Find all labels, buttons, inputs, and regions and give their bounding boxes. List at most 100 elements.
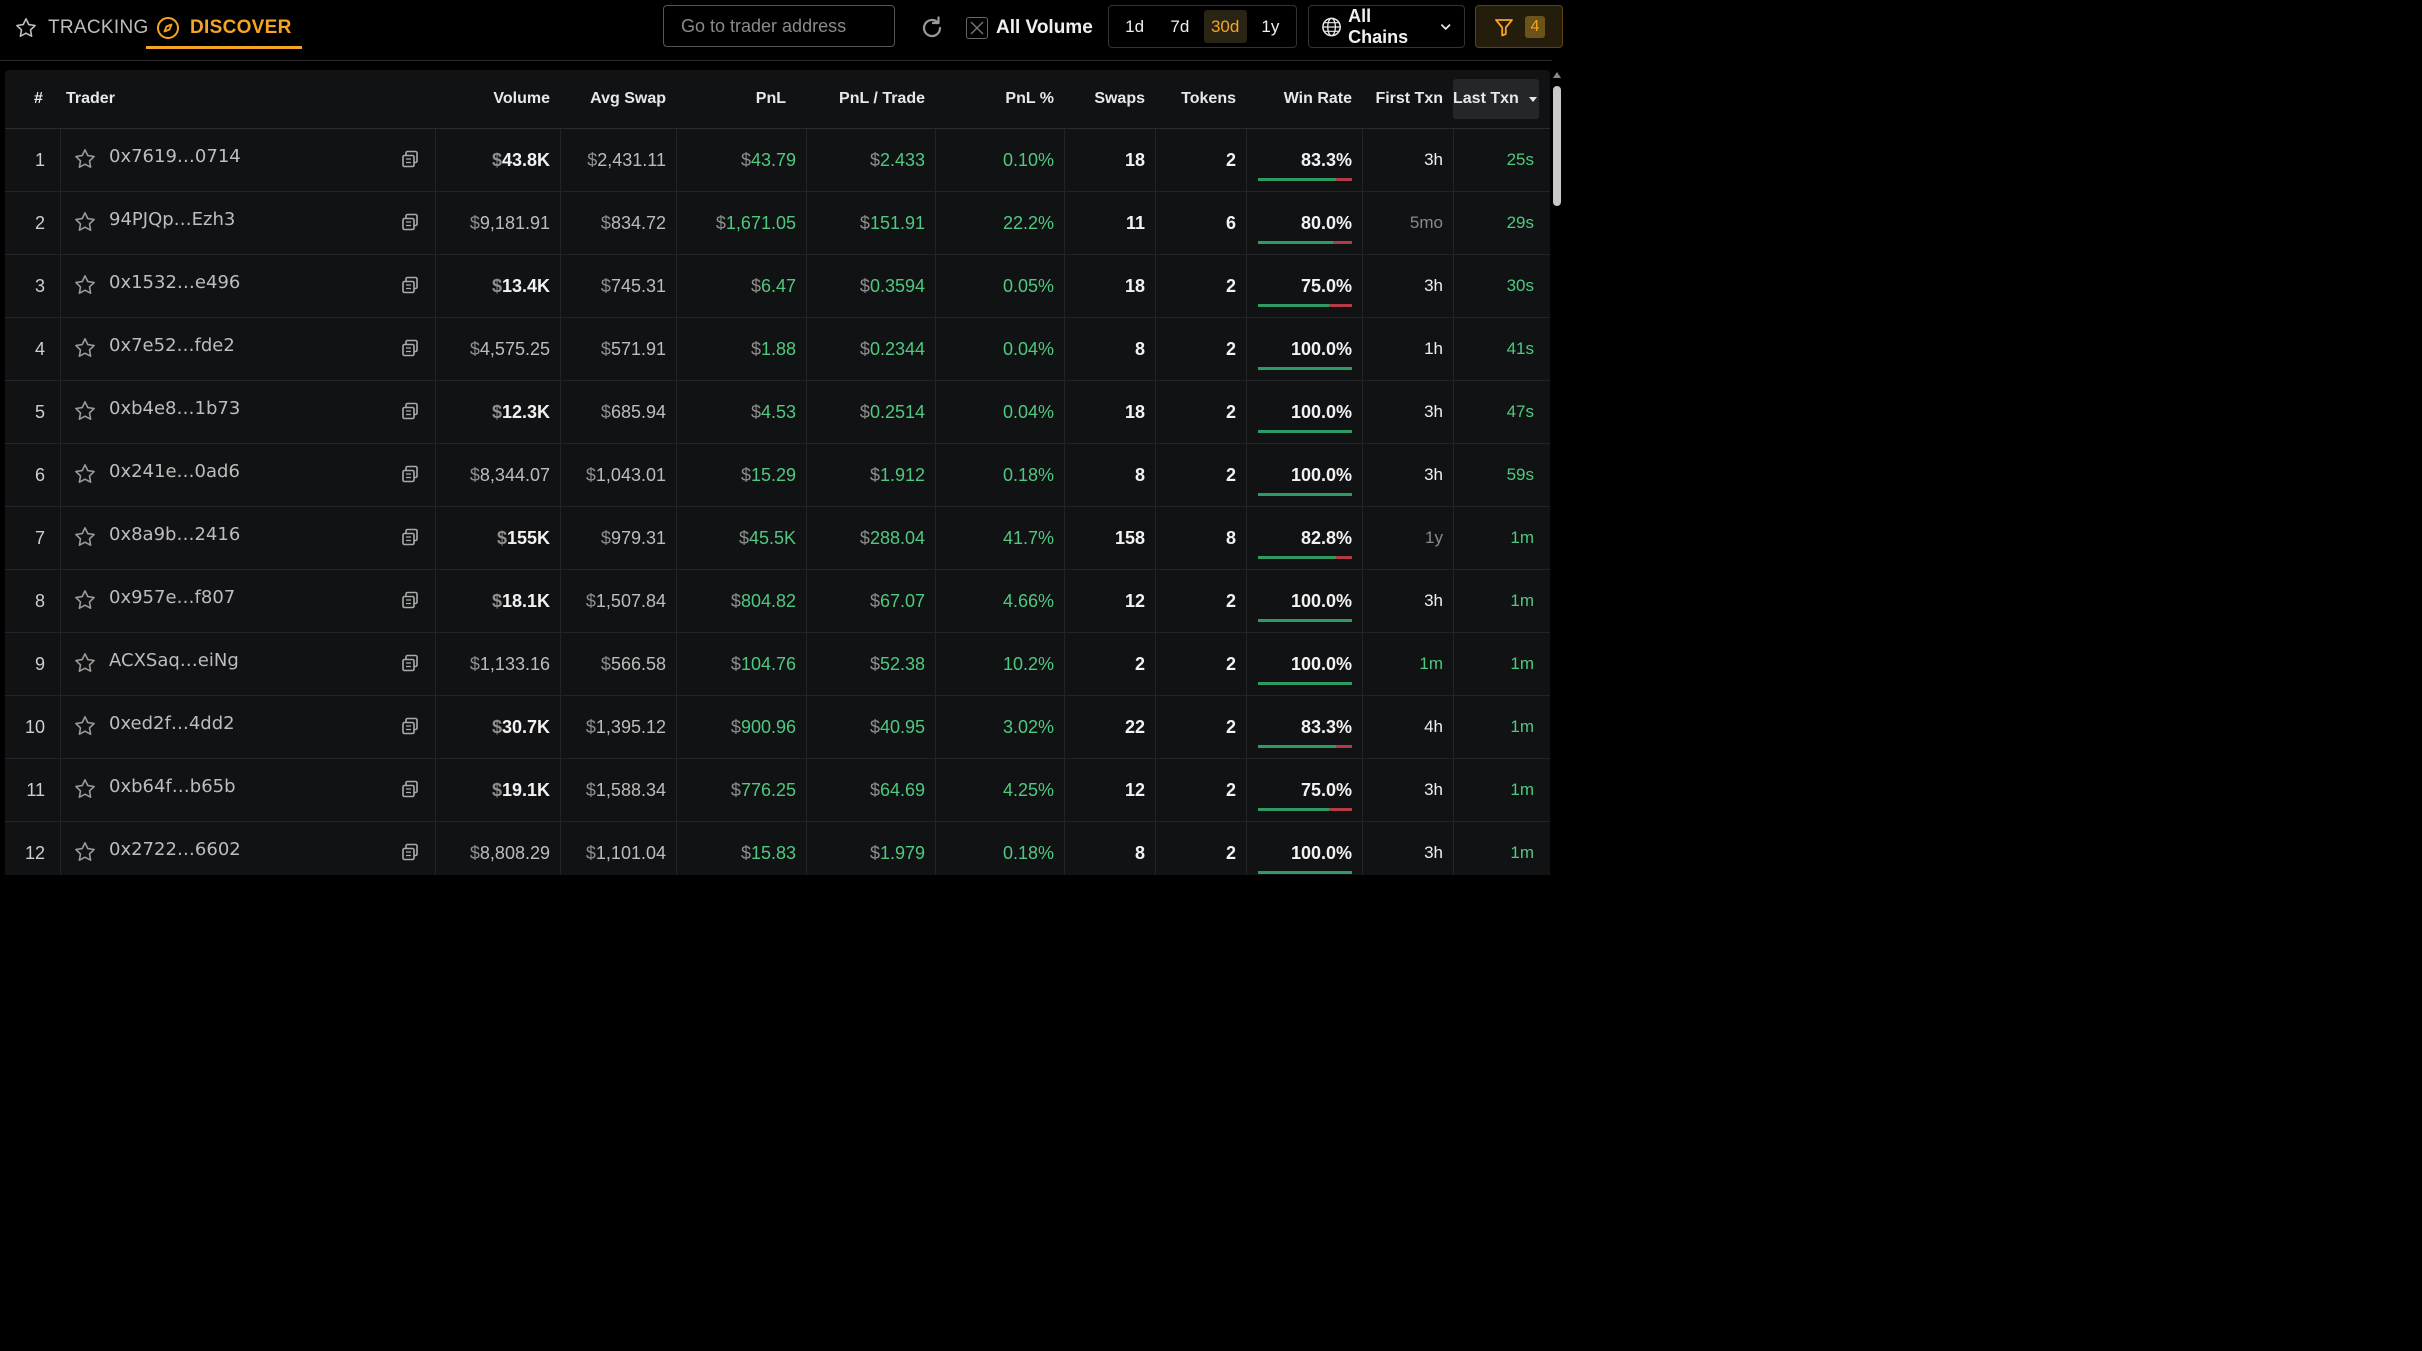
table-row[interactable]: 9 ACXSaq…eiNg $1,133.16 $566.58 $104.76 $52.3… [5,633,1550,696]
win-rate-bar [1258,367,1352,370]
header-first-txn[interactable]: First Txn [1375,90,1443,107]
favorite-star-icon[interactable] [73,840,97,864]
copy-icon[interactable] [401,591,419,609]
header-win-rate[interactable]: Win Rate [1283,90,1352,107]
chain-selector-label: All Chains [1348,5,1409,47]
favorite-star-icon[interactable] [73,210,97,234]
header-tokens[interactable]: Tokens [1181,90,1236,107]
all-volume-checkbox[interactable] [966,17,988,39]
volume-cell-value: 4,575.25 [479,339,550,359]
column-divider [935,507,936,569]
header-pnl[interactable]: PnL [755,90,786,107]
column-divider [1064,318,1065,380]
last-txn-cell: 47s [1506,402,1534,421]
header-pnl-percent[interactable]: PnL % [1005,90,1054,107]
favorite-star-icon[interactable] [73,336,97,360]
favorite-star-icon[interactable] [73,399,97,423]
copy-icon[interactable] [401,528,419,546]
refresh-icon[interactable] [918,14,946,42]
chain-selector-dropdown[interactable]: All Chains [1308,5,1465,48]
favorite-star-icon[interactable] [73,525,97,549]
trader-address-link[interactable]: 0x1532…e496 [109,272,241,293]
favorite-star-icon[interactable] [73,651,97,675]
pnl-per-trade-cell: $151.91 [806,192,925,254]
column-divider [560,255,561,317]
all-volume-toggle[interactable]: All Volume [966,14,1093,42]
trader-address-link[interactable]: 0x2722…6602 [109,839,241,860]
favorite-star-icon[interactable] [73,462,97,486]
trader-address-link[interactable]: 0xed2f…4dd2 [109,713,235,734]
row-rank: 3 [34,276,45,296]
favorite-star-icon[interactable] [73,777,97,801]
trader-address-link[interactable]: 0xb4e8…1b73 [109,398,241,419]
header-avg-swap[interactable]: Avg Swap [590,90,666,107]
first-txn-cell: 1y [1425,528,1443,547]
trader-address-link[interactable]: 0xb64f…b65b [109,776,236,797]
avg-swap-cell: $1,101.04 [560,822,666,875]
period-7d-button[interactable]: 7d [1170,16,1190,36]
win-rate-bar [1258,178,1352,181]
period-1y-button[interactable]: 1y [1261,16,1280,36]
column-divider [435,696,436,758]
trader-address-link[interactable]: 0x7e52…fde2 [109,335,235,356]
copy-icon[interactable] [401,339,419,357]
header-last-txn[interactable]: Last Txn [1453,79,1539,119]
favorite-star-icon[interactable] [73,147,97,171]
table-row[interactable]: 5 0xb4e8…1b73 $12.3K $685.94 $4.53 $0.2514 0.0… [5,381,1550,444]
table-row[interactable]: 3 0x1532…e496 $13.4K $745.31 $6.47 $0.3594 0.0… [5,255,1550,318]
favorite-star-icon[interactable] [73,714,97,738]
header-volume[interactable]: Volume [493,90,550,107]
table-row[interactable]: 11 0xb64f…b65b $19.1K $1,588.34 $776.25 $64.6… [5,759,1550,822]
copy-icon[interactable] [401,717,419,735]
table-row[interactable]: 7 0x8a9b…2416 $155K $979.31 $45.5K $288.04 41.… [5,507,1550,570]
copy-icon[interactable] [401,843,419,861]
avg-swap-cell-value: 834.72 [610,213,666,233]
tab-discover[interactable]: DISCOVER [146,10,302,49]
favorite-star-icon[interactable] [73,273,97,297]
trader-address-search-input[interactable] [663,5,895,47]
column-divider [935,129,936,191]
header-swaps[interactable]: Swaps [1094,90,1145,107]
scroll-up-arrow-icon[interactable] [1553,72,1561,78]
copy-icon[interactable] [401,213,419,231]
column-divider [560,129,561,191]
table-row[interactable]: 1 0x7619…0714 $43.8K $2,431.11 $43.79 $2.433 0… [5,129,1550,192]
copy-icon[interactable] [401,402,419,420]
table-row[interactable]: 2 94PJQp…Ezh3 $9,181.91 $834.72 $1,671.05 $15… [5,192,1550,255]
pnl-cell: $1.88 [676,318,796,380]
trader-address-link[interactable]: 94PJQp…Ezh3 [109,209,236,230]
tab-tracking[interactable]: TRACKING [14,10,149,46]
trader-address-link[interactable]: 0x957e…f807 [109,587,236,608]
vertical-scrollbar-thumb[interactable] [1553,86,1561,206]
period-1d-button[interactable]: 1d [1125,16,1145,36]
win-rate-cell: 100.0% [1290,339,1352,359]
volume-cell: $1,133.16 [435,633,550,695]
copy-icon[interactable] [401,465,419,483]
trader-address-link[interactable]: 0x8a9b…2416 [109,524,241,545]
table-row[interactable]: 10 0xed2f…4dd2 $30.7K $1,395.12 $900.96 $40.9… [5,696,1550,759]
copy-icon[interactable] [401,780,419,798]
table-row[interactable]: 12 0x2722…6602 $8,808.29 $1,101.04 $15.83 $1.… [5,822,1550,875]
favorite-star-icon[interactable] [73,588,97,612]
tab-tracking-label: TRACKING [48,17,149,38]
trader-address-link[interactable]: 0x7619…0714 [109,146,241,167]
header-pnl-trade[interactable]: PnL / Trade [839,90,925,107]
copy-icon[interactable] [401,276,419,294]
table-row[interactable]: 4 0x7e52…fde2 $4,575.25 $571.91 $1.88 $0.2344… [5,318,1550,381]
column-divider [676,696,677,758]
column-divider [1453,633,1454,695]
filter-button[interactable]: 4 [1475,5,1563,48]
currency-symbol: $ [869,780,880,800]
table-row[interactable]: 6 0x241e…0ad6 $8,344.07 $1,043.01 $15.29 $1.9… [5,444,1550,507]
copy-icon[interactable] [401,654,419,672]
currency-symbol: $ [859,402,870,422]
period-30d-button[interactable]: 30d [1203,10,1247,43]
table-row[interactable]: 8 0x957e…f807 $18.1K $1,507.84 $804.82 $67.07… [5,570,1550,633]
trader-address-link[interactable]: ACXSaq…eiNg [109,650,239,671]
traders-table: # Trader Volume Avg Swap PnL PnL / Trade… [5,70,1550,875]
header-trader[interactable]: Trader [66,90,115,107]
tokens-cell: 2 [1225,339,1236,359]
copy-icon[interactable] [401,150,419,168]
trader-address-link[interactable]: 0x241e…0ad6 [109,461,240,482]
currency-symbol: $ [740,150,751,170]
